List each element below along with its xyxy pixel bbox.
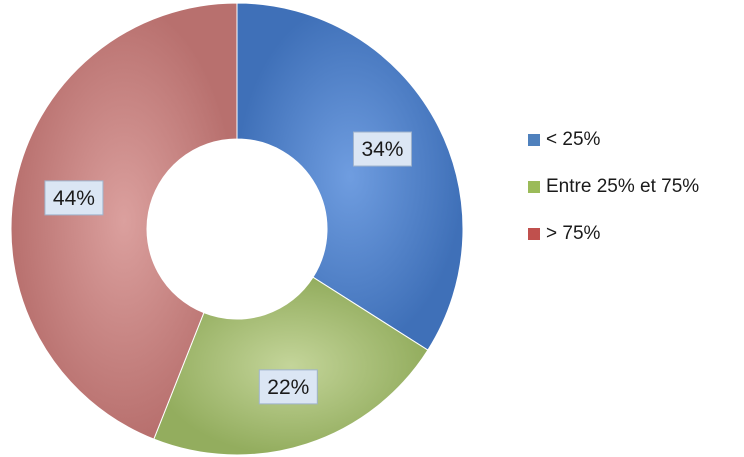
data-label-high-box <box>44 180 104 216</box>
data-label-mid-text: 22% <box>267 376 309 399</box>
legend-label-low: < 25% <box>546 129 601 150</box>
legend-label-mid: Entre 25% et 75% <box>546 176 700 197</box>
legend-item-mid: Entre 25% et 75% <box>528 175 699 199</box>
legend-item-high: > 75% <box>528 222 699 246</box>
legend-swatch-high <box>528 228 540 240</box>
data-label-low-box <box>352 131 412 167</box>
data-label-mid-box <box>258 369 318 405</box>
data-label-low: 34% <box>352 131 412 167</box>
data-label-low-text: 34% <box>361 138 403 161</box>
data-label-mid: 22% <box>258 369 318 405</box>
legend: < 25% Entre 25% et 75% > 75% <box>528 128 699 269</box>
slice-high <box>10 2 238 440</box>
legend-swatch-low <box>528 134 540 146</box>
legend-item-low: < 25% <box>528 128 699 152</box>
legend-swatch-mid <box>528 181 540 193</box>
slice-low <box>236 2 464 351</box>
data-label-high: 44% <box>44 180 104 216</box>
data-label-high-text: 44% <box>53 187 95 210</box>
legend-label-high: > 75% <box>546 223 601 244</box>
slice-mid <box>153 276 429 456</box>
